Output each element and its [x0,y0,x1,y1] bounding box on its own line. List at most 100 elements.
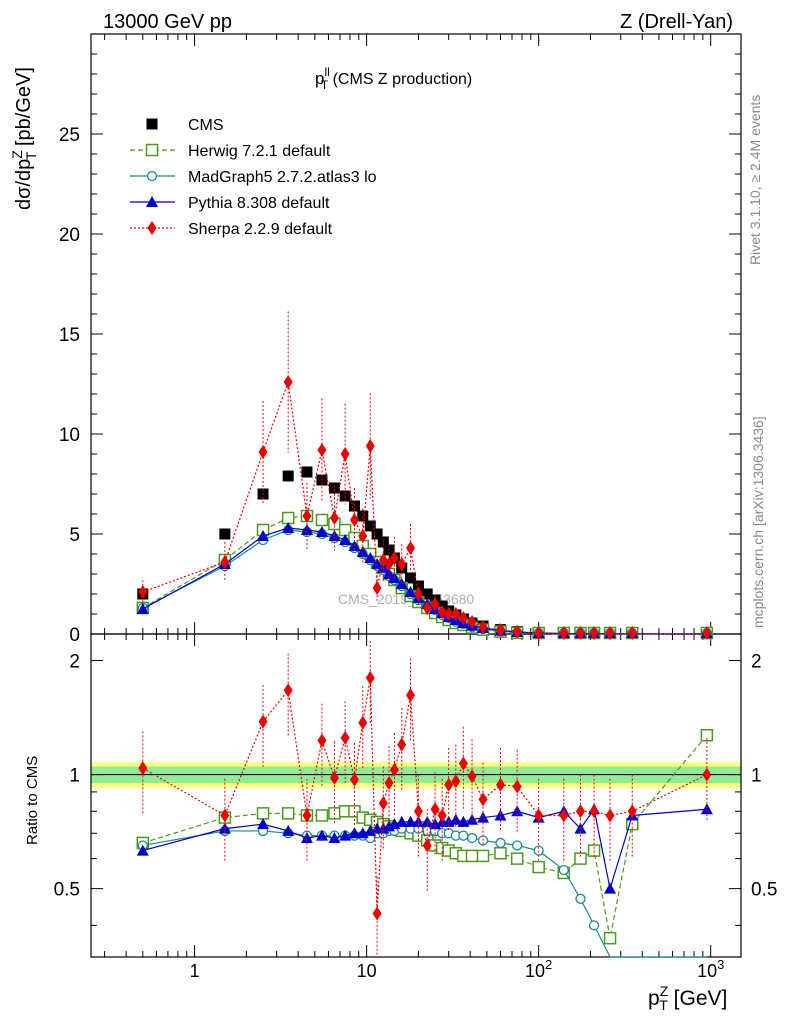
ratio-point-pythia [404,815,417,827]
ratio-point-sherpa [512,779,522,794]
ratio-point-sherpa [534,808,544,823]
ratio-point-pythia [700,803,713,815]
x-tick-label: 10 [357,961,377,981]
x-tick-label: 103 [697,957,724,981]
ratio-y-tick-label: 0.5 [54,880,80,901]
data-point-sherpa [397,557,407,571]
legend-entry: Pythia 8.308 default [130,195,330,212]
ratio-point-sherpa [589,804,599,819]
ratio-point-pythia [339,829,352,841]
ratio-y-tick-label-right: 0.5 [751,880,777,901]
legend-label: Pythia 8.308 default [188,195,330,212]
ratio-point-madgraph [558,864,569,876]
data-point-sherpa [458,611,468,625]
ratio-point-madgraph [575,893,586,904]
data-point-pythia [339,534,352,545]
data-point-sherpa [258,445,268,459]
data-point-sherpa [451,607,461,621]
data-point-cms [301,466,313,478]
ratio-point-madgraph [588,920,600,931]
ratio-y-tick-label: 2 [69,652,80,673]
y-axis-label-ratio: Ratio to CMS [24,756,41,845]
ratio-point-sherpa [329,770,339,785]
ratio-point-pythia [348,827,361,839]
y-tick-label: 25 [59,125,80,146]
data-point-pythia [356,546,369,557]
ratio-point-sherpa [283,683,293,698]
ratio-point-herwig [700,729,714,742]
y-tick-label: 20 [59,225,80,246]
series-ratio-sherpa [138,641,712,957]
data-point-sherpa [349,513,359,527]
data-point-sherpa [138,585,148,599]
ratio-point-herwig [603,931,617,945]
series-line-madgraph [142,529,707,635]
data-point-sherpa [406,541,416,555]
data-point-sherpa [627,626,637,640]
data-point-cms [219,528,231,540]
ratio-point-sherpa [220,808,230,823]
legend-label: Sherpa 2.2.9 default [188,221,333,238]
data-point-cms [328,482,340,494]
ratio-point-pythia [136,844,149,856]
data-point-herwig [281,511,295,525]
ratio-point-pythia [604,882,617,894]
legend-label: CMS [188,117,224,134]
data-point-herwig [315,513,329,527]
data-point-sherpa [495,623,505,637]
ratio-point-sherpa [378,796,388,811]
data-point-sherpa [220,555,230,569]
y-tick-label: 10 [59,425,80,446]
x-axis-label: pZ T [GeV] [648,983,727,1013]
data-point-pythia [136,603,149,614]
data-point-pythia [315,526,328,537]
plot-title: pll T (CMS Z production) [315,65,472,92]
ratio-point-sherpa [138,761,148,776]
ratio-point-herwig [476,849,490,863]
ratio-point-herwig [315,809,329,822]
ratio-point-sherpa [372,906,382,921]
x-tick-label-exponent: 3 [717,957,724,972]
ratio-point-madgraph [466,832,478,844]
data-point-sherpa [478,620,488,634]
legend-entry: Herwig 7.2.1 default [130,143,331,160]
data-point-sherpa [444,607,454,621]
ratio-point-sherpa [397,737,407,752]
series-main-sherpa [138,311,712,640]
data-point-sherpa [413,587,423,601]
data-point-sherpa [389,551,399,565]
ratio-point-sherpa [627,804,637,819]
ratio-point-herwig [256,807,270,820]
ratio-point-pythia [300,832,313,844]
data-point-sherpa [534,626,544,640]
ratio-point-sherpa [495,777,505,792]
data-point-cms [371,528,383,540]
data-point-sherpa [559,626,569,640]
ratio-point-herwig [510,852,524,865]
header-left: 13000 GeV pp [103,11,232,33]
data-point-sherpa [329,511,339,525]
x-tick-label: 102 [525,957,552,981]
y-tick-label: 0 [69,625,80,646]
data-point-cms [421,588,433,600]
ratio-point-sherpa [702,767,712,782]
ratio-point-sherpa [437,808,447,823]
legend-marker [146,118,158,130]
ratio-point-sherpa [413,804,423,819]
data-point-cms [412,580,424,592]
data-point-sherpa [340,447,350,461]
data-point-pythia [395,578,408,589]
data-point-pythia [371,558,384,569]
rivet-version-label: Rivet 3.1.10, ≥ 2.4M events [747,95,763,265]
ratio-point-sherpa [575,804,585,819]
data-point-sherpa [467,615,477,629]
ratio-point-sherpa [478,792,488,807]
y-tick-label: 15 [59,325,80,346]
data-point-pythia [404,586,417,597]
y-axis-label-top: dσ/dpZT [pb/GeV] [9,67,39,210]
data-point-sherpa [702,626,712,640]
data-point-sherpa [605,626,615,640]
data-point-sherpa [358,529,368,543]
data-point-sherpa [589,626,599,640]
